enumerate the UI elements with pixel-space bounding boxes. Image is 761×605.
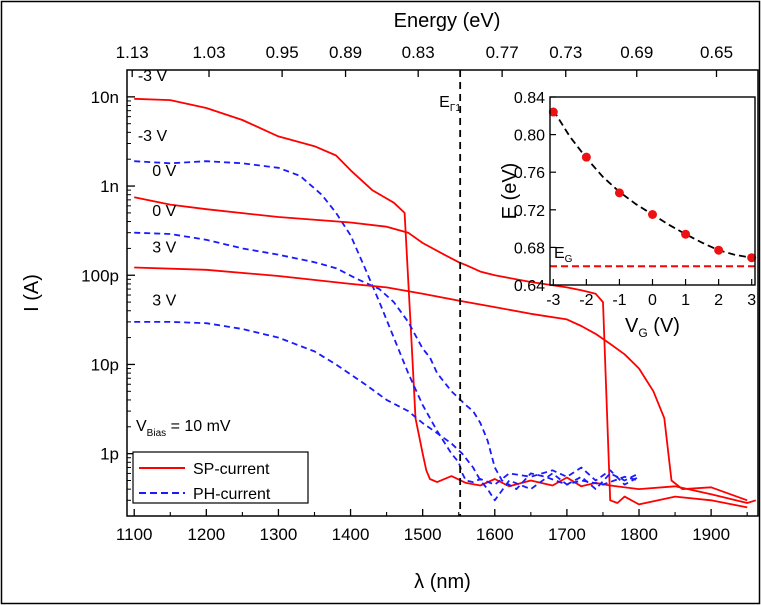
inset-y-tick-label: 0.80 [514, 128, 545, 145]
inset-x-tick-label: 0 [648, 292, 657, 309]
inset-y-tick-label: 0.76 [514, 165, 545, 182]
series-line-ph-0V [134, 231, 640, 491]
inset-x-tick-label: -3 [546, 292, 560, 309]
curve-label: 0 V [152, 203, 176, 220]
inset-data-point [581, 152, 591, 162]
x2-tick-label: 0.83 [402, 43, 435, 62]
x2-tick-label: 0.89 [329, 43, 362, 62]
x2-tick-label: 1.03 [192, 43, 225, 62]
series-line-ph-3V [134, 320, 640, 502]
legend-box [132, 451, 309, 504]
x2-tick-label: 0.69 [620, 43, 653, 62]
inset-y-axis-label: E (eV) [499, 163, 521, 220]
inset-data-point [714, 245, 724, 255]
y-tick-label: 100p [81, 266, 119, 285]
legend: SP-current PH-current [132, 451, 309, 504]
x2-tick-label: 0.77 [486, 43, 519, 62]
y-tick-label: 1p [100, 445, 119, 464]
x2-tick-label: 0.95 [266, 43, 299, 62]
x-tick-label: 1200 [187, 525, 225, 544]
curve-label: 0 V [152, 163, 176, 180]
x2-axis-label: Energy (eV) [394, 10, 501, 32]
x2-tick-label: 0.73 [549, 43, 582, 62]
inset-plot: EG -3 -2 -1 0 1 2 3 0.64 0.68 0.72 0.76 0.80 0.84 E (e… [499, 90, 756, 309]
inset-data-point [747, 253, 757, 263]
y-tick-label: 10n [91, 88, 119, 107]
curve-label: -3 V [138, 68, 168, 85]
inset-hline-label: EG [554, 245, 573, 265]
inset-x-tick-label: 1 [681, 292, 690, 309]
x-tick-label: 1500 [404, 525, 442, 544]
inset-x-axis-label: VG (V) [625, 315, 680, 340]
inset-data-point [614, 188, 624, 198]
x-tick-label: 1600 [476, 525, 514, 544]
inset-background [550, 97, 755, 285]
inset-x-tick-label: 2 [714, 292, 723, 309]
inset-x-tick-label: -1 [612, 292, 626, 309]
legend-label: PH-current [193, 486, 271, 503]
x-tick-label: 1700 [548, 525, 586, 544]
curve-label: 3 V [152, 239, 176, 256]
inset-x-tick-label: -2 [579, 292, 593, 309]
x2-tick-label: 0.65 [700, 43, 733, 62]
vline-label: EΓ1 [439, 94, 461, 114]
series-group [134, 97, 757, 509]
inset-y-tick-label: 0.64 [514, 278, 545, 295]
curve-label: 3 V [152, 292, 176, 309]
inset-x-tick-label: 3 [747, 292, 756, 309]
x-tick-label: 1400 [332, 525, 370, 544]
main-plot: EΓ1 1100 1200 1300 1400 1500 1600 1700 1800 1900 λ… [21, 10, 759, 593]
inset-data-point [648, 210, 657, 219]
x2-tick-label: 1.13 [116, 43, 149, 62]
x-tick-label: 1800 [620, 525, 658, 544]
x-tick-label: 1900 [692, 525, 730, 544]
inset-data-point [548, 107, 558, 117]
main-axes-frame [126, 69, 759, 517]
inset-y-tick-label: 0.68 [514, 240, 545, 257]
y-tick-label: 10p [91, 355, 119, 374]
series-line-sp-3V [134, 266, 748, 502]
y-axis-label: I (A) [21, 274, 43, 312]
curve-label: -3 V [138, 128, 168, 145]
x-tick-label: 1100 [116, 525, 153, 544]
inset-y-tick-label: 0.72 [514, 203, 545, 220]
inset-data-point [681, 229, 691, 239]
x-tick-label: 1300 [260, 525, 298, 544]
series-line-sp-0V [134, 196, 748, 509]
bias-annotation: VBias = 10 mV [136, 418, 231, 439]
legend-label: SP-current [193, 461, 270, 478]
x-axis-label: λ (nm) [414, 571, 471, 593]
inset-y-tick-label: 0.84 [514, 90, 545, 107]
y-tick-label: 1n [100, 177, 119, 196]
